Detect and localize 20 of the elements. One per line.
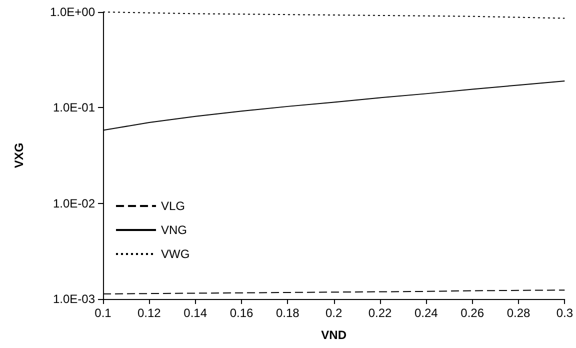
x-tick-label: 0.14 — [184, 306, 208, 320]
x-tick-label: 0.22 — [368, 306, 392, 320]
x-tick-label: 0.24 — [414, 306, 438, 320]
y-tick-label: 1.0E+00 — [50, 5, 96, 19]
y-tick-label: 1.0E-03 — [52, 292, 96, 306]
x-tick-label: 0.3 — [556, 306, 574, 320]
y-tick-label: 1.0E-02 — [52, 196, 96, 210]
x-axis-title: VND — [321, 328, 347, 342]
x-tick-label: 0.2 — [325, 306, 342, 320]
x-tick-label: 0.26 — [460, 306, 484, 320]
legend-label: VWG — [161, 247, 190, 261]
y-tick-label: 1.0E-01 — [52, 100, 96, 115]
legend-label: VLG — [161, 199, 186, 213]
x-tick-label: 0.28 — [506, 306, 530, 320]
x-tick-label: 0.1 — [94, 306, 112, 320]
x-tick-label: 0.18 — [276, 306, 300, 320]
y-axis-title: VXG — [12, 142, 26, 168]
x-tick-label: 0.16 — [230, 306, 254, 320]
x-tick-label: 0.12 — [137, 306, 162, 320]
legend-label: VNG — [161, 223, 188, 237]
